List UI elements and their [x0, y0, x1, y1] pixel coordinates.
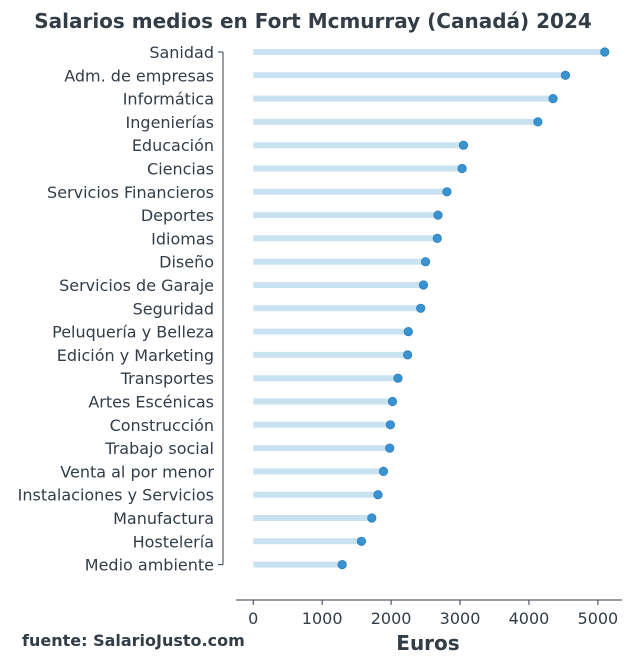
data-point [403, 350, 413, 360]
category-label: Diseño [159, 253, 214, 272]
x-tick-label: 2000 [371, 609, 412, 628]
category-label: Sanidad [149, 43, 214, 62]
data-point [373, 490, 383, 500]
category-label: Peluquería y Belleza [52, 323, 214, 342]
category-label: Manufactura [113, 509, 214, 528]
data-point [418, 280, 429, 290]
x-tick-label: 0 [248, 609, 258, 628]
category-label: Idiomas [151, 229, 214, 248]
x-tick-label: 4000 [509, 609, 550, 628]
data-point [600, 47, 610, 57]
category-label: Trabajo social [104, 439, 214, 458]
data-point [560, 70, 571, 80]
data-point [356, 536, 367, 546]
data-point [533, 117, 543, 127]
data-point [378, 466, 389, 476]
data-point [416, 303, 426, 313]
category-label: Venta al por menor [60, 462, 214, 481]
data-point [432, 233, 442, 243]
data-point [337, 559, 347, 570]
data-point [385, 443, 395, 453]
category-label: Informática [123, 90, 214, 109]
x-tick-label: 1000 [302, 609, 343, 628]
source-label: fuente: SalarioJusto.com [22, 631, 245, 650]
category-label: Educación [132, 136, 214, 155]
category-label: Construcción [110, 416, 214, 435]
category-label: Instalaciones y Servicios [18, 486, 214, 505]
data-point [403, 326, 413, 337]
data-point [420, 257, 431, 267]
data-point [458, 140, 469, 150]
category-label: Servicios de Garaje [59, 276, 214, 295]
category-label: Hostelería [133, 532, 214, 551]
data-point [393, 373, 403, 383]
dots [337, 47, 610, 570]
x-tick-label: 3000 [440, 609, 481, 628]
x-axis-label: Euros [396, 631, 459, 655]
data-point [387, 396, 398, 407]
chart-title: Salarios medios en Fort Mcmurray (Canadá… [34, 9, 592, 33]
category-label: Deportes [141, 206, 214, 225]
data-point [433, 210, 443, 220]
category-label: Artes Escénicas [88, 393, 214, 412]
data-point [457, 163, 467, 174]
category-label: Servicios Financieros [47, 183, 214, 202]
category-label: Ingenierías [126, 113, 214, 132]
category-label: Edición y Marketing [57, 346, 214, 365]
data-point [385, 420, 395, 430]
category-label: Transportes [120, 369, 214, 388]
data-point [367, 513, 377, 523]
category-label: Adm. de empresas [64, 66, 214, 85]
category-label: Seguridad [133, 299, 214, 318]
x-tick-label: 5000 [578, 609, 619, 628]
x-tick-marks: 0 1000 2000 3000 4000 5000 [248, 600, 618, 628]
category-label: Ciencias [147, 160, 214, 179]
data-point [548, 94, 558, 104]
stems [253, 49, 605, 568]
category-labels: Sanidad Adm. de empresas Informática Ingeni… [18, 43, 223, 575]
category-label: Medio ambiente [85, 556, 214, 575]
data-point [442, 187, 452, 197]
